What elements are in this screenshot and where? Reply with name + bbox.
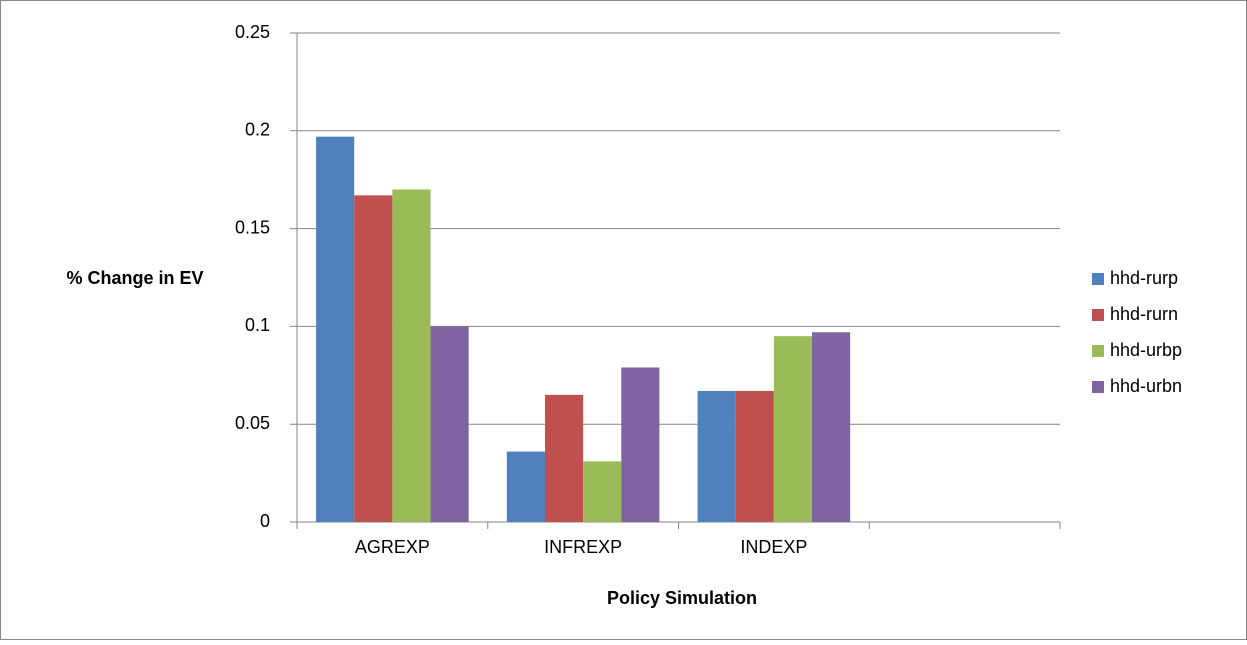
x-axis-title: Policy Simulation — [607, 588, 757, 608]
bar — [354, 195, 393, 522]
y-tick-label: 0.15 — [235, 217, 270, 237]
bar — [812, 332, 851, 522]
x-tick-label: INFREXP — [544, 537, 622, 557]
bar — [392, 189, 431, 523]
y-tick-label: 0.05 — [235, 413, 270, 433]
legend-label: hhd-urbn — [1110, 376, 1182, 396]
bar — [430, 326, 469, 522]
bar — [506, 451, 545, 522]
bar — [583, 461, 622, 522]
x-tick-label: INDEXP — [740, 537, 807, 557]
legend-label: hhd-rurp — [1110, 268, 1178, 288]
y-tick-label: 0.25 — [235, 22, 270, 42]
bar — [621, 367, 660, 522]
y-tick-label: 0.2 — [245, 120, 270, 140]
y-axis-title: % Change in EV — [66, 268, 203, 288]
bar — [735, 390, 774, 522]
bar — [316, 136, 355, 522]
legend-label: hhd-rurn — [1110, 304, 1178, 324]
legend-swatch — [1092, 345, 1104, 357]
y-tick-label: 0.1 — [245, 315, 270, 335]
legend-swatch — [1092, 381, 1104, 393]
bar — [544, 394, 584, 522]
legend-swatch — [1092, 273, 1104, 285]
y-tick-label: 0 — [260, 511, 270, 531]
bar — [697, 390, 736, 522]
legend-swatch — [1092, 309, 1104, 321]
bar — [773, 336, 813, 522]
legend-label: hhd-urbp — [1110, 340, 1182, 360]
x-tick-label: AGREXP — [355, 537, 430, 557]
